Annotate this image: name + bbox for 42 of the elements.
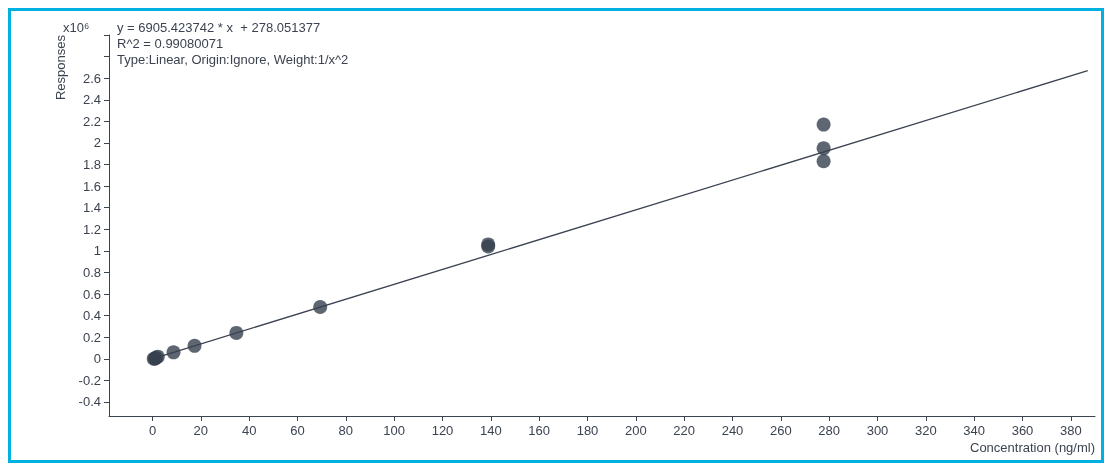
- y-tick-label: 2.2: [82, 113, 101, 129]
- y-tick-label: 0.6: [82, 286, 101, 302]
- x-axis-title: Concentration (ng/ml): [970, 440, 1095, 455]
- x-tick-label: 140: [479, 423, 502, 438]
- y-tick-label: 1.4: [82, 200, 101, 216]
- y-tick-label: 0.2: [82, 329, 101, 345]
- y-tick-label: 1.8: [82, 157, 101, 173]
- x-tick-label: 280: [818, 423, 841, 438]
- x-tick-label: 360: [1011, 423, 1034, 438]
- y-axis-title: Responses: [53, 34, 68, 101]
- y-tick-label: 1.2: [82, 221, 101, 237]
- y-tick-label: 2: [93, 135, 101, 151]
- x-tick-label: 80: [338, 423, 354, 438]
- y-tick-label: 0.8: [82, 264, 101, 280]
- y-tick-label: 1.6: [82, 178, 101, 194]
- x-tick-label: 240: [721, 423, 744, 438]
- x-tick-label: 340: [963, 423, 986, 438]
- x-tick-label: 260: [769, 423, 792, 438]
- y-tick-label: 0.4: [82, 308, 101, 324]
- y-tick-label: 0: [93, 351, 101, 367]
- x-tick-label: 120: [431, 423, 454, 438]
- x-tick-label: 220: [673, 423, 696, 438]
- x-tick-label: 0: [148, 423, 157, 438]
- text: x10⁶: [63, 20, 90, 35]
- y-tick-label: 2.4: [82, 92, 101, 108]
- x-tick-label: 300: [866, 423, 889, 438]
- x-tick-label: 100: [383, 423, 406, 438]
- annotation: R^2 = 0.99080071: [117, 36, 224, 51]
- x-tick-label: 320: [914, 423, 937, 438]
- annotation: Type:Linear, Origin:Ignore, Weight:1/x^2: [117, 52, 349, 67]
- x-tick-label: 380: [1059, 423, 1082, 438]
- x-tick-label: 20: [193, 423, 209, 438]
- x-tick-label: 60: [290, 423, 305, 438]
- x-tick-label: 200: [624, 423, 647, 438]
- y-tick-label: -0.4: [78, 394, 101, 410]
- y-tick-label: -0.2: [78, 372, 101, 388]
- y-tick-label: 2.6: [82, 70, 101, 86]
- x-tick-label: 180: [576, 423, 599, 438]
- x-tick-label: 160: [528, 423, 551, 438]
- x-tick-label: 40: [241, 423, 257, 438]
- text: y = 6905.423742 * x + 278.051377: [117, 20, 321, 35]
- y-tick-label: 1: [93, 243, 101, 259]
